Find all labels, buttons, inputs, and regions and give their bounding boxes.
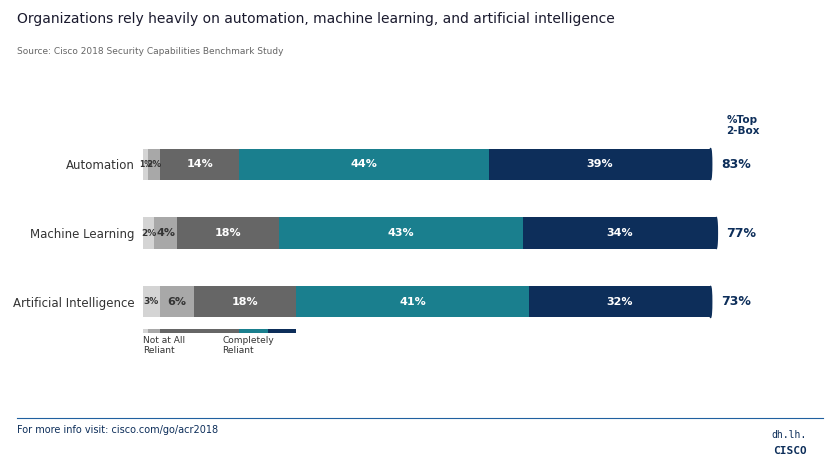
Bar [194, 287, 297, 318]
Bar [160, 149, 239, 179]
Text: CISCO: CISCO [773, 446, 806, 456]
Text: 73%: 73% [721, 295, 751, 308]
Text: 18%: 18% [215, 228, 241, 238]
Text: 3%: 3% [144, 297, 159, 306]
Text: 6%: 6% [167, 297, 186, 307]
Text: 14%: 14% [186, 159, 213, 169]
Text: dh.lh.: dh.lh. [771, 430, 806, 440]
Text: 2%: 2% [146, 160, 162, 169]
Text: %Top
2-Box: %Top 2-Box [727, 115, 760, 136]
Text: 83%: 83% [721, 158, 751, 170]
Bar [149, 149, 160, 179]
Bar [523, 218, 717, 249]
Text: 1%: 1% [139, 160, 152, 169]
Text: 39%: 39% [586, 159, 613, 169]
Bar [239, 329, 268, 333]
Bar [143, 329, 149, 333]
Ellipse shape [710, 287, 711, 318]
Bar [160, 287, 194, 318]
Bar [239, 149, 489, 179]
Bar [149, 329, 160, 333]
Bar [160, 329, 239, 333]
Bar [279, 218, 523, 249]
Bar [143, 149, 149, 179]
Text: For more info visit: cisco.com/go/acr2018: For more info visit: cisco.com/go/acr201… [17, 425, 218, 435]
Text: Organizations rely heavily on automation, machine learning, and artificial intel: Organizations rely heavily on automation… [17, 12, 615, 26]
Bar [489, 149, 711, 179]
Text: Not at All
Reliant: Not at All Reliant [143, 336, 185, 355]
Bar [297, 287, 529, 318]
Text: 2%: 2% [141, 228, 156, 237]
Bar [143, 287, 160, 318]
Text: Source: Cisco 2018 Security Capabilities Benchmark Study: Source: Cisco 2018 Security Capabilities… [17, 47, 283, 56]
Bar [529, 287, 711, 318]
Bar [268, 329, 297, 333]
Text: 44%: 44% [351, 159, 378, 169]
Ellipse shape [710, 149, 711, 179]
Bar [177, 218, 279, 249]
Text: 32%: 32% [606, 297, 633, 307]
Text: 34%: 34% [606, 228, 633, 238]
Ellipse shape [715, 218, 717, 249]
Text: 41%: 41% [399, 297, 426, 307]
Bar [155, 218, 177, 249]
Text: 43%: 43% [388, 228, 414, 238]
Bar [143, 218, 155, 249]
Text: Completely
Reliant: Completely Reliant [223, 336, 274, 355]
Text: 18%: 18% [232, 297, 259, 307]
Text: 77%: 77% [727, 227, 757, 239]
Text: 4%: 4% [156, 228, 175, 238]
